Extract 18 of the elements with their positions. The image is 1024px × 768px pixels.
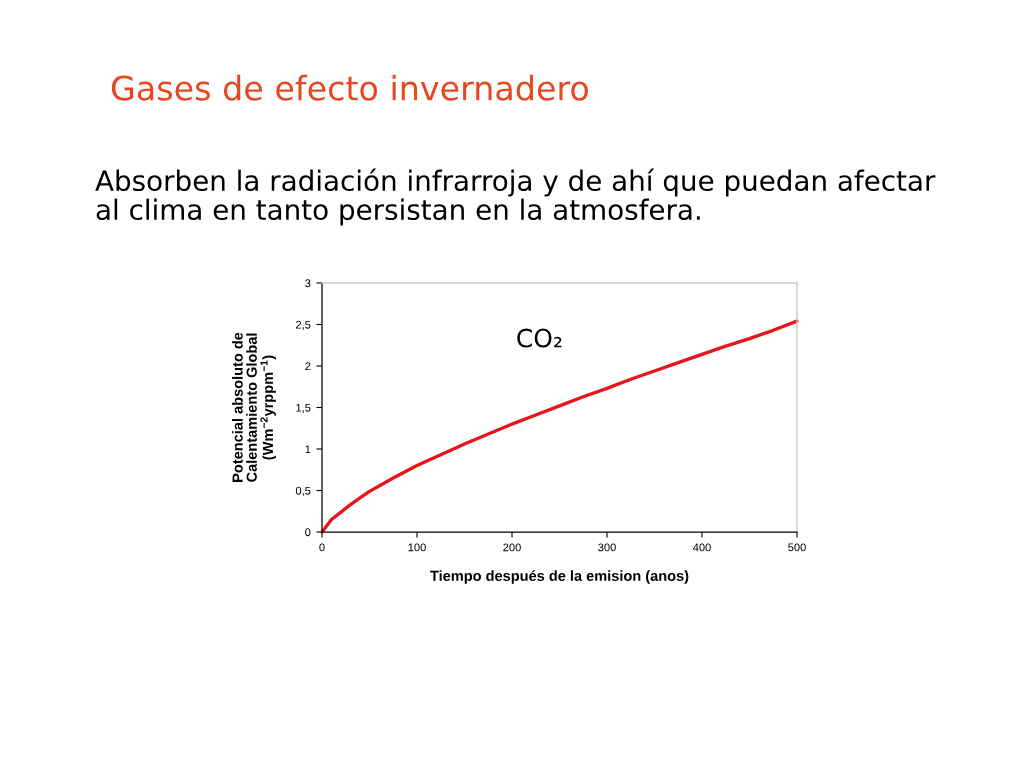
y-tick-label: 0,5 <box>295 486 311 496</box>
chart-subtitle: Absorben la radiación infrarroja y de ahí que puedan afectar al clima en tanto persistan en la atmosfera. <box>95 168 936 226</box>
x-tick-label: 400 <box>692 543 711 552</box>
y-tick-label: 2,5 <box>296 320 311 330</box>
y-tick-label: 1 <box>305 445 311 454</box>
text: CO₂ <box>517 328 562 348</box>
x-axis-title: Tiempo después de la emision (anos) <box>430 570 689 584</box>
y-tick-label: 3 <box>305 279 311 288</box>
chart-title: Gases de efecto invernadero <box>111 74 588 101</box>
x-tick-label: 500 <box>788 543 806 552</box>
y-tick-label: 2 <box>305 362 311 371</box>
x-tick-label: 0 <box>319 543 325 552</box>
y-axis-title: Potencial absoluto de Calentamiento Global (Wm$^{−2}$yrppm$^{−1}$) <box>232 332 276 482</box>
y-tick-label: 1,5 <box>296 403 311 413</box>
x-tick-label: 100 <box>408 543 426 552</box>
x-tick-label: 200 <box>503 543 521 552</box>
y-tick-label: 0 <box>305 528 311 537</box>
x-tick-label: 300 <box>598 543 616 552</box>
